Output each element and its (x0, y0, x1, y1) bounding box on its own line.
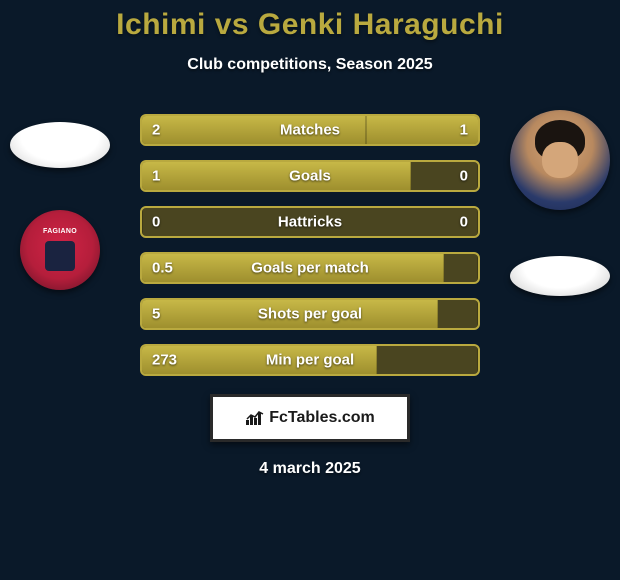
stat-label: Min per goal (266, 352, 354, 369)
club-badge-left (20, 210, 100, 290)
stat-bars: Matches 2 1 Goals 1 0 Hattricks 0 0 Goals per mat… (140, 114, 480, 376)
footer-logo: FcTables.com (245, 409, 375, 427)
stat-row: Goals per match 0.5 (140, 252, 480, 284)
stat-label: Goals per match (251, 260, 369, 277)
date-label: 4 march 2025 (0, 460, 620, 478)
stat-fill-right (477, 300, 478, 328)
infographic-container: Ichimi vs Genki Haraguchi Club competiti… (0, 0, 620, 478)
stat-row: Shots per goal 5 (140, 298, 480, 330)
player-left-pill (10, 122, 110, 168)
stat-value-right: 1 (460, 122, 468, 139)
stat-fill-left (142, 162, 411, 190)
stat-row: Matches 2 1 (140, 114, 480, 146)
subtitle: Club competitions, Season 2025 (0, 56, 620, 74)
stat-value-left: 273 (152, 352, 177, 369)
page-title: Ichimi vs Genki Haraguchi (0, 8, 620, 42)
stat-row: Hattricks 0 0 (140, 206, 480, 238)
stat-value-left: 1 (152, 168, 160, 185)
player-right-avatar (510, 110, 610, 210)
stat-label: Matches (280, 122, 340, 139)
stat-value-left: 0.5 (152, 260, 173, 277)
stat-value-left: 2 (152, 122, 160, 139)
stat-value-left: 0 (152, 214, 160, 231)
stat-fill-right (477, 346, 478, 374)
club-badge-inner (45, 241, 75, 271)
stat-value-right: 0 (460, 168, 468, 185)
chart-icon (245, 410, 265, 426)
content-area: Matches 2 1 Goals 1 0 Hattricks 0 0 Goals per mat… (0, 114, 620, 478)
stat-fill-left (142, 208, 143, 236)
stat-value-right: 0 (460, 214, 468, 231)
footer-attribution: FcTables.com (210, 394, 410, 442)
footer-label: FcTables.com (269, 409, 375, 427)
stat-label: Hattricks (278, 214, 342, 231)
stat-row: Min per goal 273 (140, 344, 480, 376)
stat-fill-right (477, 208, 478, 236)
stat-label: Goals (289, 168, 331, 185)
stat-value-left: 5 (152, 306, 160, 323)
stat-row: Goals 1 0 (140, 160, 480, 192)
stat-fill-right (477, 254, 478, 282)
stat-fill-right (477, 162, 478, 190)
player-right-pill (510, 256, 610, 296)
stat-label: Shots per goal (258, 306, 362, 323)
